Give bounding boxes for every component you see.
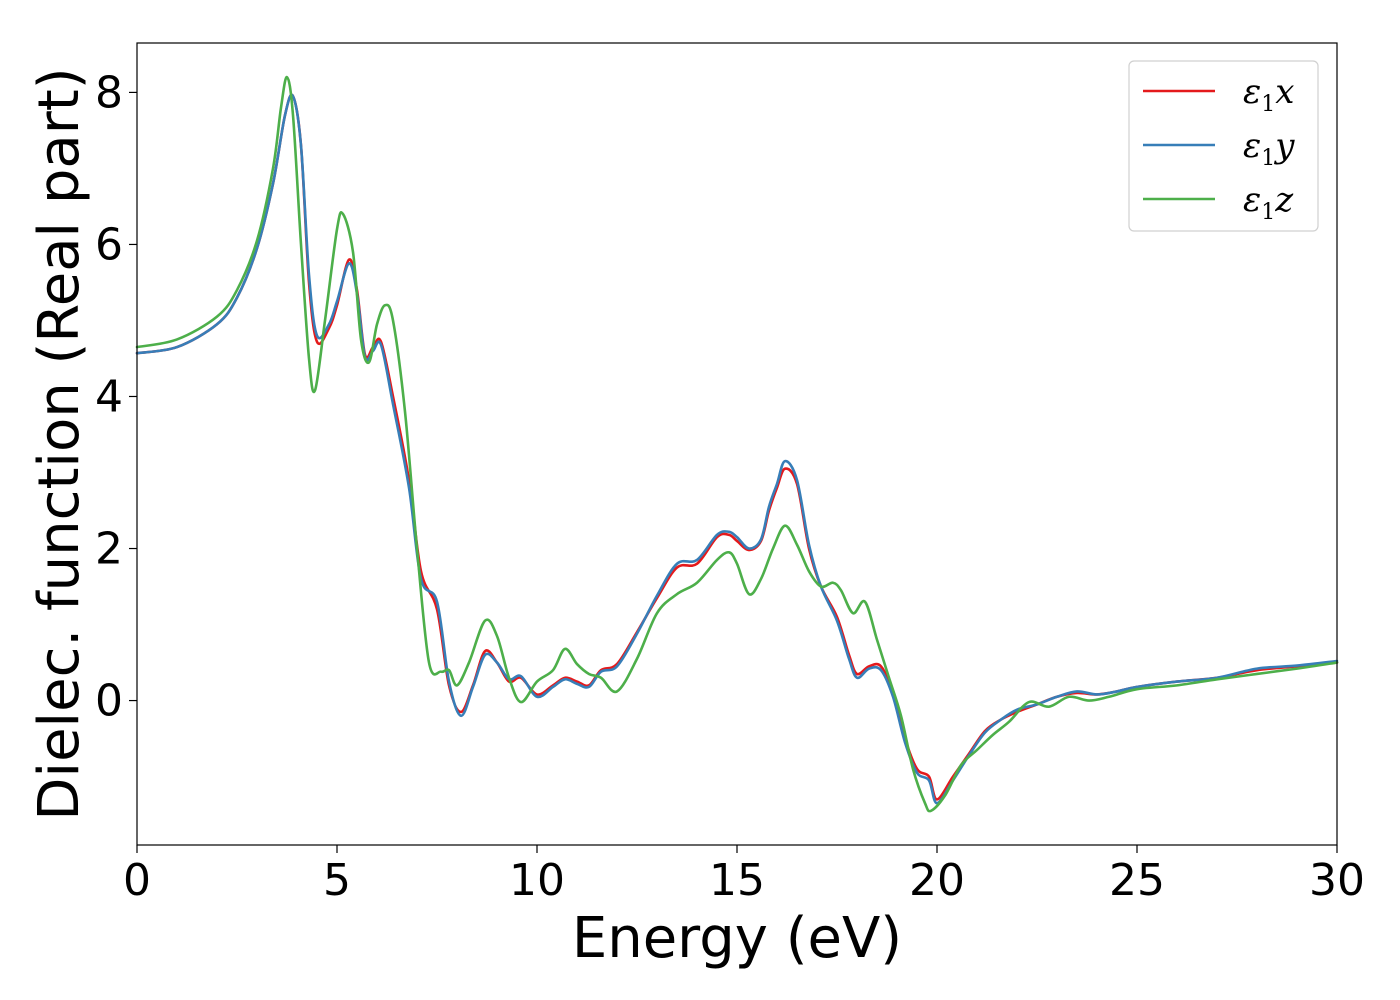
y-tick-label: 6 — [95, 219, 123, 270]
legend: ε1x ε1y ε1z — [1128, 60, 1319, 232]
y-tick-label: 0 — [95, 676, 123, 727]
y-tick-label: 4 — [95, 371, 123, 422]
x-tick-label: 5 — [323, 855, 351, 906]
legend-label-z: ε1z — [1243, 180, 1294, 225]
y-tick-label: 2 — [95, 524, 123, 575]
y-axis: 0 2 4 6 8 — [95, 67, 137, 727]
x-tick-label: 20 — [909, 855, 965, 906]
y-axis-title: Dielec. function (Real part) — [27, 67, 92, 820]
series-line-z — [135, 75, 1339, 813]
x-tick-label: 30 — [1309, 855, 1365, 906]
x-axis: 0 5 10 15 20 25 30 — [123, 845, 1365, 906]
legend-label-x: ε1x — [1243, 72, 1294, 117]
series-line-y — [135, 93, 1339, 805]
series-layer — [135, 75, 1339, 813]
legend-box — [1128, 60, 1319, 232]
legend-label-y: ε1y — [1243, 126, 1295, 171]
x-tick-label: 15 — [709, 855, 765, 906]
x-tick-label: 10 — [509, 855, 565, 906]
y-tick-label: 8 — [95, 67, 123, 118]
x-tick-label: 0 — [123, 855, 151, 906]
x-axis-title: Energy (eV) — [572, 906, 902, 971]
x-tick-label: 25 — [1109, 855, 1165, 906]
